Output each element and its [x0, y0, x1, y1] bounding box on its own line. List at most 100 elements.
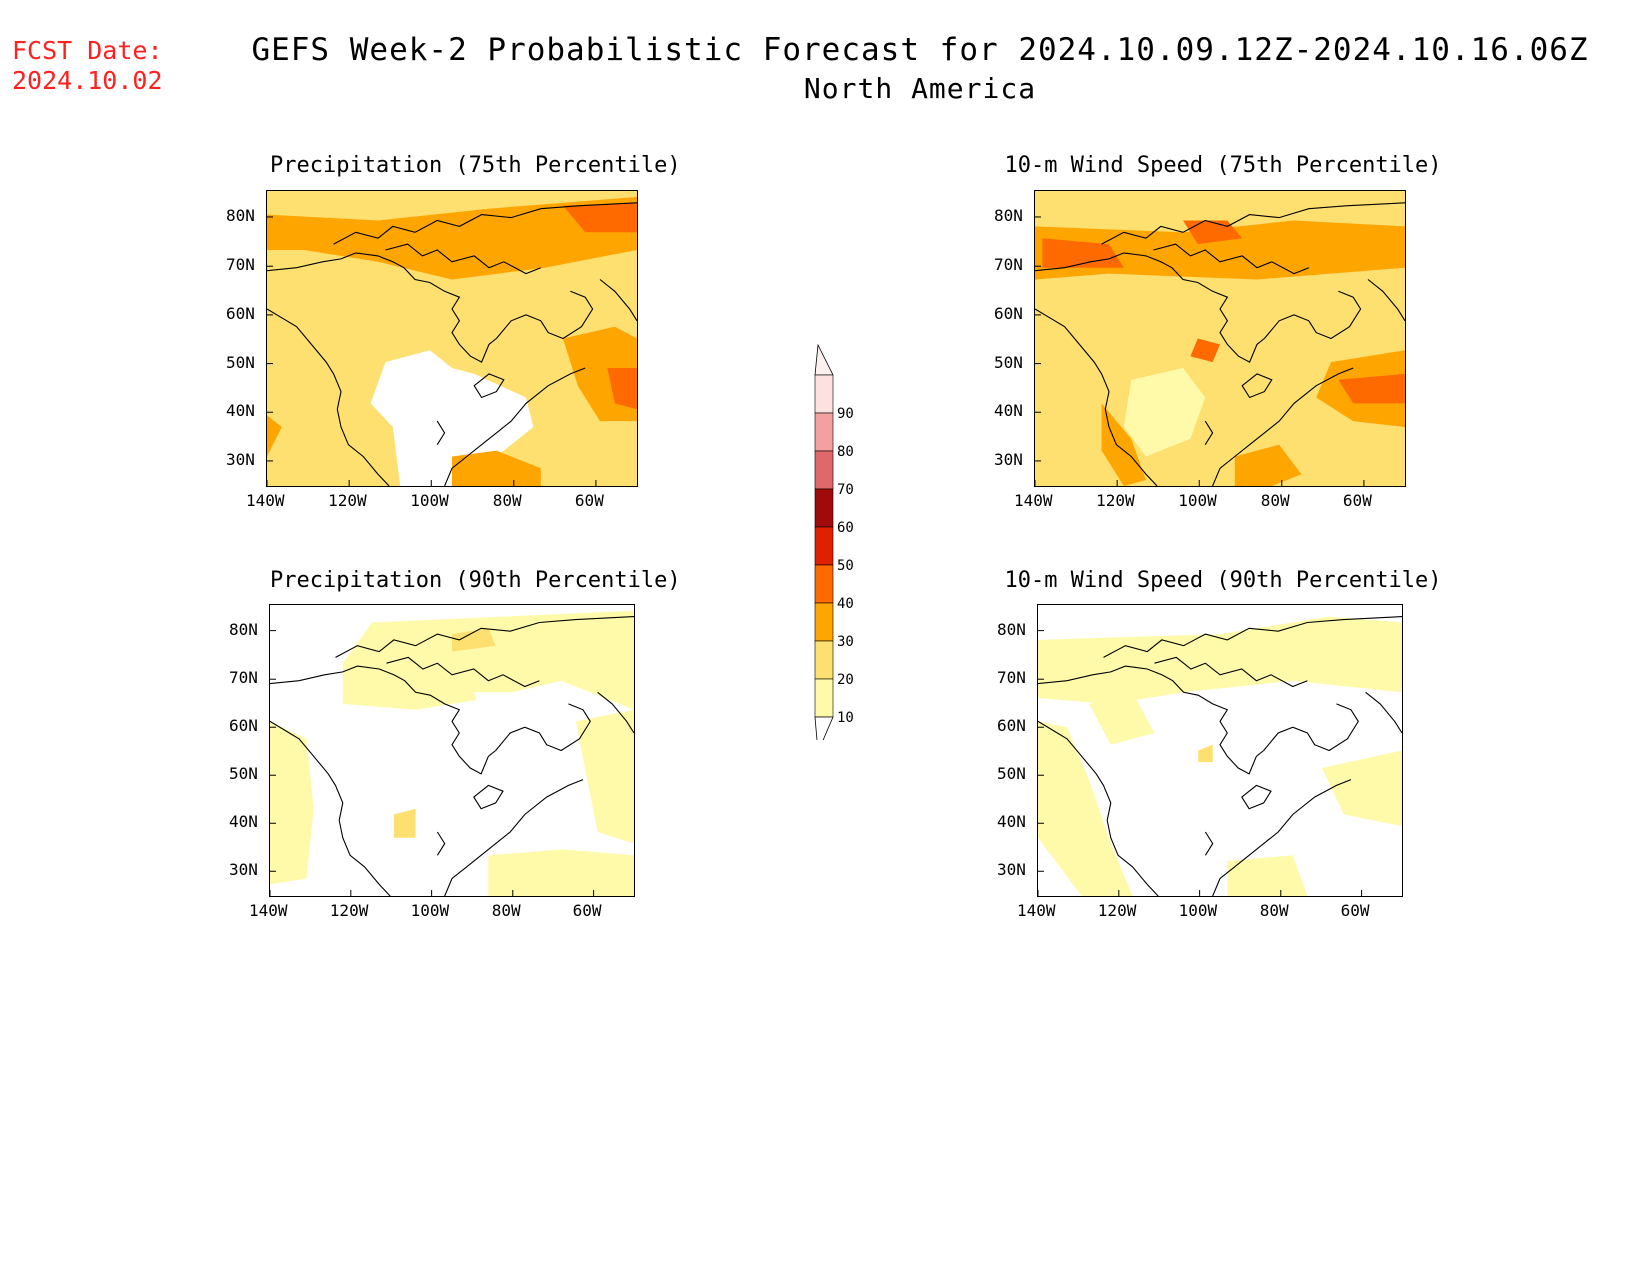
colorbar-svg: 90 80 70 60 50 40 30 20 10 — [814, 343, 854, 753]
coastline — [1212, 367, 1354, 486]
lon-tick-label: 140W — [249, 901, 288, 920]
colorbar-cap-top — [814, 343, 834, 376]
contour-fill — [452, 628, 496, 652]
lon-tick-label: 60W — [1340, 901, 1370, 920]
panel-wind-90: 10-m Wind Speed (90th Percentile) 80N 70N… — [968, 566, 1458, 936]
coastline — [1101, 202, 1405, 245]
coastline — [333, 202, 637, 245]
contour-fill — [270, 721, 314, 885]
coastline — [1367, 279, 1405, 322]
fcst-date-value: 2024.10.02 — [12, 66, 163, 95]
lon-tick-label: 80W — [1259, 901, 1289, 920]
lat-tick-label: 50N — [226, 352, 255, 372]
coastline — [335, 616, 634, 658]
lon-tick-label: 120W — [1097, 901, 1137, 920]
lon-tick-label: 100W — [1178, 491, 1217, 510]
panel-title: Precipitation (90th Percentile) — [270, 568, 681, 593]
coastline — [267, 308, 390, 486]
lon-tick-label: 80W — [492, 491, 522, 510]
lon-tick-label: 140W — [1014, 491, 1053, 510]
colorbar-label: 10 — [837, 710, 854, 726]
lon-tick-label: 120W — [1096, 491, 1135, 510]
lat-tick-label: 70N — [229, 668, 258, 688]
lon-tick-label: 120W — [328, 491, 367, 510]
coastline — [1204, 831, 1214, 856]
coastline — [1103, 616, 1402, 658]
coastline — [1035, 308, 1158, 486]
coastline — [1154, 656, 1308, 688]
lat-tick-label: 50N — [229, 764, 258, 784]
forecast-date-block: FCST Date: 2024.10.02 — [12, 36, 163, 96]
lon-tick-label: 100W — [410, 901, 450, 920]
contour-fill — [607, 368, 637, 410]
lon-tick-label: 60W — [572, 901, 602, 920]
fcst-date-label: FCST Date: — [12, 36, 163, 65]
coastline — [1204, 420, 1214, 445]
panel-title: 10-m Wind Speed (75th Percentile) — [1004, 153, 1442, 178]
lat-tick-label: 50N — [997, 764, 1026, 784]
lon-tick-label: 60W — [1342, 491, 1372, 510]
contour-fill — [575, 709, 634, 844]
coastline — [436, 420, 446, 445]
contour-fill — [342, 610, 634, 710]
lat-tick-label: 40N — [229, 812, 258, 832]
lon-tick-label: 120W — [329, 901, 369, 920]
coastline — [495, 290, 594, 340]
contour-fill — [1101, 403, 1146, 486]
coastline — [1241, 373, 1273, 399]
lon-tick-label: 80W — [1260, 491, 1290, 510]
lat-tick-label: 80N — [226, 205, 255, 225]
lon-tick-label: 100W — [410, 491, 449, 510]
lon-tick-label: 100W — [1178, 901, 1218, 920]
contour-fill — [488, 849, 634, 896]
coastline — [444, 779, 584, 896]
coastline — [444, 367, 586, 486]
lat-tick-label: 70N — [997, 668, 1026, 688]
contour-fill — [1035, 220, 1405, 280]
colorbar-swatch — [814, 564, 834, 604]
lat-tick-label: 30N — [997, 860, 1026, 880]
contour-fill — [1123, 368, 1206, 457]
figure-title: GEFS Week-2 Probabilistic Forecast for 2… — [200, 30, 1640, 108]
contour-fill — [1227, 855, 1308, 896]
contour-fill — [1321, 750, 1402, 827]
lat-tick-label: 40N — [997, 812, 1026, 832]
contour-fill — [267, 415, 282, 457]
map-frame — [269, 604, 635, 897]
colorbar-swatch — [814, 640, 834, 680]
colorbar-legend: 90 80 70 60 50 40 30 20 10 — [800, 330, 870, 753]
coastline — [473, 373, 505, 399]
contour-fill — [1089, 692, 1155, 745]
lon-tick-label: 140W — [1017, 901, 1056, 920]
coastline — [1038, 720, 1159, 896]
panel-title: 10-m Wind Speed (90th Percentile) — [1004, 568, 1442, 593]
lat-tick-label: 80N — [994, 205, 1023, 225]
coastline — [1263, 703, 1359, 752]
contour-fill — [1338, 373, 1405, 404]
panel-title: Precipitation (75th Percentile) — [270, 153, 681, 178]
map-frame — [1034, 190, 1406, 487]
region-subtitle: North America — [803, 72, 1037, 105]
coastline — [1153, 243, 1310, 275]
colorbar-label: 60 — [837, 520, 854, 536]
lon-tick-label: 80W — [491, 901, 521, 920]
coastline — [1035, 252, 1265, 363]
colorbar-swatch — [814, 412, 834, 452]
probability-field — [1035, 191, 1405, 486]
lat-tick-label: 30N — [229, 860, 258, 880]
lat-tick-label: 30N — [994, 449, 1023, 469]
contour-fill — [393, 808, 416, 838]
coastline — [1212, 779, 1352, 896]
lon-tick-label: 140W — [246, 491, 285, 510]
panel-wind-75: 10-m Wind Speed (75th Percentile) 80N 70N… — [968, 150, 1458, 520]
contour-fill — [473, 692, 554, 733]
coastline — [1038, 665, 1265, 775]
coastline — [385, 243, 542, 275]
lat-tick-label: 40N — [226, 401, 255, 421]
lat-tick-label: 80N — [229, 619, 258, 639]
lat-tick-label: 70N — [994, 255, 1023, 275]
lat-tick-label: 80N — [997, 619, 1026, 639]
colorbar-swatch — [814, 526, 834, 566]
panel-precip-75: Precipitation (75th Percentile) 80N 70N 60… — [200, 150, 681, 520]
coastline — [386, 656, 540, 688]
